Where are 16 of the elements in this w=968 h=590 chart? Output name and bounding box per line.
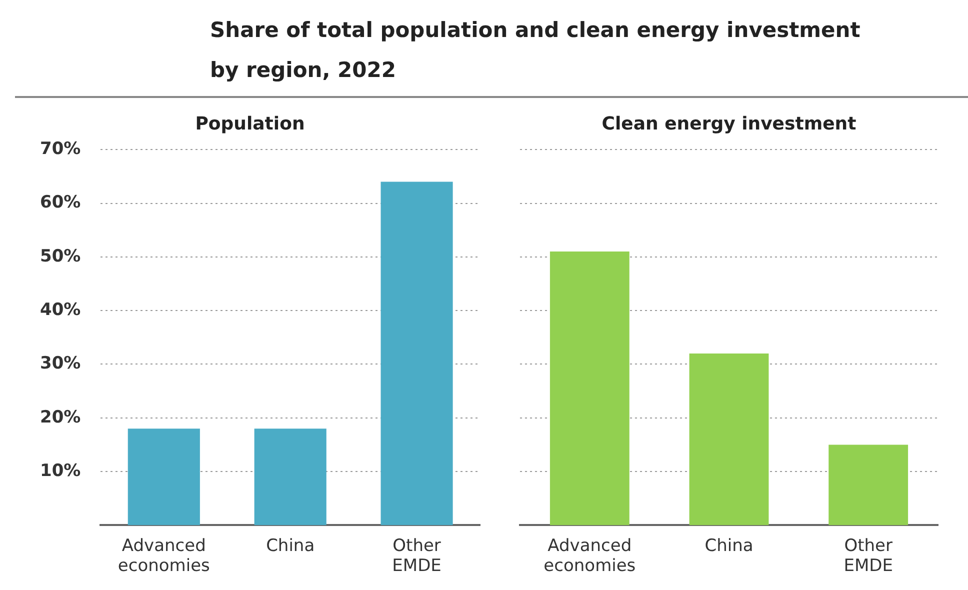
x-tick-label: Other EMDE — [392, 536, 442, 576]
y-tick-label: 40% — [40, 300, 81, 320]
x-tick-label: China — [266, 536, 315, 556]
x-tick-label: Other EMDE — [844, 536, 893, 576]
y-tick-label: 30% — [40, 354, 81, 374]
y-tick-label: 50% — [40, 246, 81, 266]
y-tick-label: 10% — [40, 460, 81, 481]
x-tick-label: Advanced economies — [544, 536, 636, 576]
x-tick-label: Advanced economies — [118, 536, 210, 576]
y-tick-label: 60% — [40, 192, 81, 213]
chart-subtitle: Population — [195, 113, 305, 134]
y-tick-label: 70% — [40, 139, 81, 160]
y-tick-label: 20% — [40, 407, 81, 428]
x-tick-label: China — [704, 536, 754, 556]
text: Share of total population and clean energy investment by region, 2022 — [210, 17, 862, 84]
chart-subtitle: Clean energy investment — [602, 113, 857, 134]
